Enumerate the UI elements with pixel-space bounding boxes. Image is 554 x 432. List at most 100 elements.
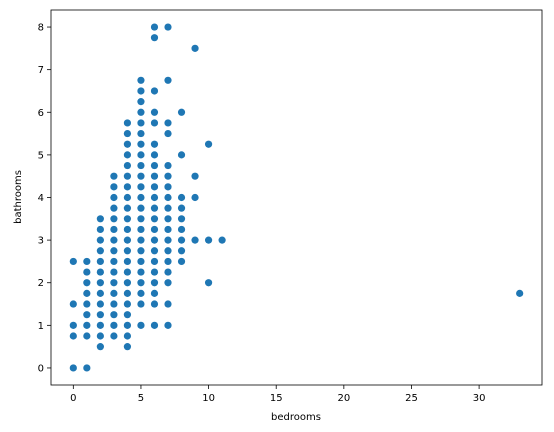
data-point (137, 321, 145, 329)
y-tick-label: 3 (38, 236, 44, 247)
data-point (150, 204, 159, 212)
data-point (123, 204, 132, 212)
data-point (123, 183, 132, 191)
data-point (177, 193, 186, 202)
data-point (123, 225, 132, 234)
data-point (150, 183, 159, 191)
data-point (96, 332, 104, 340)
x-tick-label: 5 (138, 393, 144, 404)
data-point (123, 332, 132, 340)
y-tick-label: 1 (38, 321, 44, 332)
y-tick-label: 2 (38, 278, 44, 289)
data-point (83, 257, 91, 266)
data-point (110, 332, 118, 340)
data-point (137, 225, 145, 234)
data-point (110, 204, 118, 212)
data-point (150, 34, 159, 42)
data-point (137, 151, 145, 159)
x-axis-ticks: 0 5 10 15 20 25 30 (70, 385, 485, 404)
data-point (204, 140, 213, 148)
data-point (150, 279, 159, 287)
x-tick-label: 15 (270, 393, 283, 404)
data-point (96, 225, 104, 234)
data-point (137, 129, 145, 138)
y-tick-label: 7 (38, 65, 44, 76)
data-point (110, 257, 118, 266)
data-point (83, 321, 91, 329)
x-tick-label: 10 (202, 393, 215, 404)
data-point (110, 236, 118, 244)
data-point (150, 172, 159, 180)
data-point (123, 247, 132, 255)
data-point (150, 119, 159, 127)
data-point (150, 236, 159, 244)
data-point (123, 279, 132, 287)
data-point (110, 183, 118, 191)
data-point (137, 289, 145, 297)
y-axis-ticks: 0 1 2 3 4 5 6 7 8 (38, 23, 51, 374)
data-point (164, 257, 172, 266)
data-point (164, 236, 172, 244)
data-point (110, 193, 118, 202)
data-point (164, 193, 172, 202)
data-point (96, 289, 104, 297)
data-point (150, 151, 159, 159)
data-point (177, 151, 186, 159)
data-point (137, 119, 145, 127)
data-point (96, 321, 104, 329)
data-point (110, 268, 118, 276)
data-point (137, 161, 145, 170)
data-point (83, 332, 91, 340)
data-point (123, 172, 132, 180)
data-point (96, 343, 104, 351)
x-tick-label: 0 (70, 393, 76, 404)
data-point (150, 140, 159, 148)
plot-background (51, 10, 542, 385)
data-point (137, 300, 145, 308)
data-point (191, 172, 199, 180)
data-point (204, 236, 213, 244)
data-point (150, 108, 159, 116)
y-axis-label: bathrooms (13, 170, 24, 224)
data-point (123, 311, 132, 319)
data-point (137, 172, 145, 180)
data-point (150, 268, 159, 276)
data-point (191, 193, 199, 202)
data-point (123, 236, 132, 244)
data-point (137, 87, 145, 95)
x-tick-label: 30 (473, 393, 486, 404)
data-point (96, 257, 104, 266)
data-point (164, 268, 172, 276)
data-point (150, 23, 159, 31)
data-point (137, 257, 145, 266)
data-point (164, 321, 172, 329)
data-point (150, 225, 159, 234)
data-point (164, 129, 172, 138)
data-point (110, 172, 118, 180)
data-point (96, 300, 104, 308)
data-point (123, 268, 132, 276)
data-point (96, 236, 104, 244)
data-point (123, 193, 132, 202)
data-point (177, 215, 186, 223)
data-point (137, 76, 145, 84)
data-point (110, 321, 118, 329)
data-point (150, 257, 159, 266)
data-point (123, 321, 132, 329)
data-point (218, 236, 226, 244)
data-point (123, 289, 132, 297)
data-point (191, 44, 199, 52)
data-point (69, 364, 77, 372)
data-point (96, 215, 104, 223)
data-point (110, 215, 118, 223)
data-point (110, 279, 118, 287)
data-point (96, 311, 104, 319)
data-point (150, 215, 159, 223)
scatter-points (69, 23, 524, 372)
data-point (83, 300, 91, 308)
data-point (110, 289, 118, 297)
data-point (516, 289, 524, 297)
data-point (177, 108, 186, 116)
data-point (137, 215, 145, 223)
y-tick-label: 4 (38, 193, 44, 204)
